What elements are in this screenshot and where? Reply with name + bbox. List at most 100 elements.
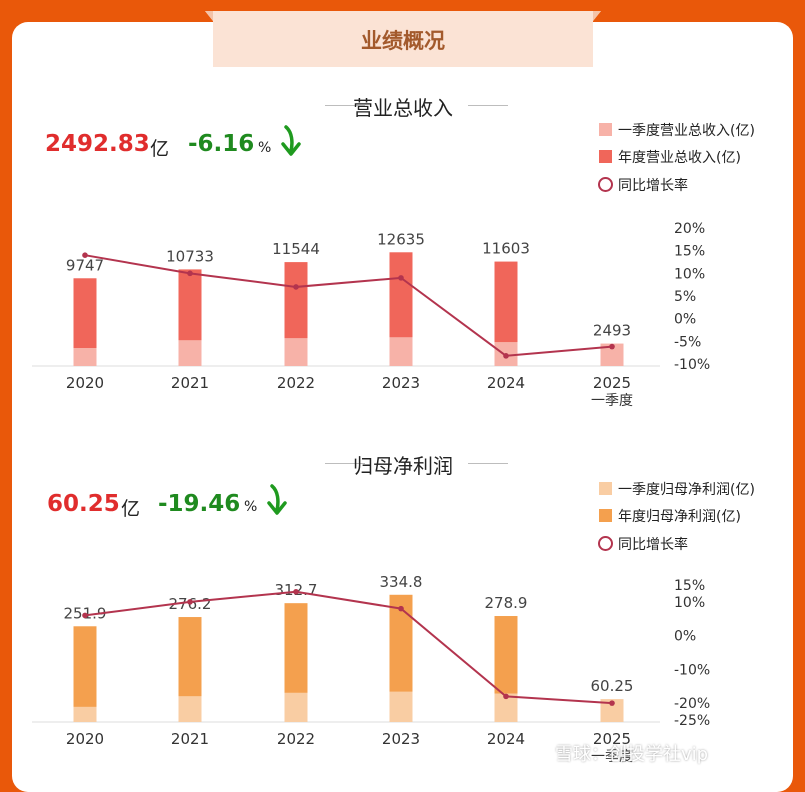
page-title: 业绩概况 (361, 29, 445, 53)
bar-q1 (600, 343, 624, 366)
x-tick-label: 2020 (66, 374, 104, 392)
bar-q1 (73, 706, 97, 722)
y2-tick-label: -25% (674, 713, 710, 729)
legend-swatch-annual (599, 150, 612, 163)
bar-value-label: 12635 (377, 230, 425, 248)
revenue-change-unit: % (258, 140, 272, 156)
legend-swatch-q1 (599, 482, 612, 495)
x-tick-label: 2022 (277, 730, 315, 748)
bar-value-label: 334.8 (380, 573, 423, 591)
revenue-change-value: -6.16 (188, 131, 255, 157)
y2-tick-label: -10% (674, 357, 710, 373)
legend-label-annual: 年度归母净利润(亿) (618, 509, 741, 525)
x-tick-label: 2025 (593, 374, 631, 392)
down-arrow-icon (281, 125, 301, 156)
bar-annual (284, 603, 308, 722)
growth-rate-point (398, 275, 404, 281)
y2-tick-label: 20% (674, 221, 705, 237)
growth-rate-line (84, 254, 613, 357)
y2-tick-label: 5% (674, 289, 696, 305)
legend-swatch-q1 (599, 123, 612, 136)
legend-label-annual: 年度营业总收入(亿) (618, 150, 741, 166)
x-tick-label: 2021 (171, 730, 209, 748)
revenue-section-title: 营业总收入 (353, 96, 453, 120)
growth-rate-point (503, 353, 509, 359)
bar-annual (494, 261, 518, 366)
bar-value-label: 9747 (66, 256, 104, 274)
y2-tick-label: 10% (674, 595, 705, 611)
bar-value-label: 60.25 (591, 677, 634, 695)
bar-value-label: 10733 (166, 247, 214, 265)
x-tick-label: 2024 (487, 374, 525, 392)
x-tick-label: 2024 (487, 730, 525, 748)
profit-change-unit: % (244, 499, 258, 515)
profit-headline-unit: 亿 (121, 498, 141, 520)
legend-label-growth: 同比增长率 (618, 178, 688, 194)
legend-marker-growth (598, 177, 613, 192)
x-tick-label: 2021 (171, 374, 209, 392)
bar-q1 (389, 691, 413, 722)
x-tick-label: 2025 (593, 730, 631, 748)
header-banner (205, 11, 601, 67)
y2-tick-label: -20% (674, 696, 710, 712)
growth-rate-line (84, 590, 613, 705)
bar-annual (73, 626, 97, 722)
title-divider-right (468, 463, 508, 464)
bar-value-label: 11544 (272, 240, 320, 258)
legend-label-q1: 一季度归母净利润(亿) (618, 482, 755, 498)
x-tick-label: 2023 (382, 374, 420, 392)
profit-section-title: 归母净利润 (353, 454, 453, 478)
title-divider-left (325, 105, 365, 106)
down-arrow-icon (267, 484, 287, 515)
revenue-headline-value: 2492.83 (45, 131, 150, 157)
growth-rate-point (293, 588, 299, 595)
y2-tick-label: 0% (674, 312, 696, 328)
bar-q1 (284, 338, 308, 366)
growth-rate-point (398, 605, 404, 612)
bar-value-label: 11603 (482, 240, 530, 258)
legend-label-growth: 同比增长率 (618, 537, 688, 553)
bar-q1 (178, 696, 202, 722)
bar-q1 (389, 337, 413, 366)
bar-value-label: 278.9 (485, 594, 528, 612)
title-divider-right (468, 105, 508, 106)
watermark: 雪球：创投学社vip (555, 744, 709, 765)
bar-q1 (600, 699, 624, 722)
y2-tick-label: 10% (674, 266, 705, 282)
bar-annual (178, 617, 202, 722)
growth-rate-point (609, 343, 615, 350)
x-tick-label: 2023 (382, 730, 420, 748)
growth-rate-point (503, 693, 509, 700)
x-tick-label: 2022 (277, 374, 315, 392)
growth-rate-point (609, 700, 615, 706)
growth-rate-point (187, 270, 193, 277)
legend-swatch-annual (599, 509, 612, 522)
y2-tick-label: -5% (674, 334, 701, 350)
legend-marker-growth (598, 536, 613, 551)
bar-q1 (494, 693, 518, 722)
bar-q1 (73, 348, 97, 366)
revenue-headline-unit: 亿 (150, 138, 170, 160)
y2-tick-label: 15% (674, 244, 705, 260)
title-divider-left (325, 463, 365, 464)
x-tick-label: 一季度 (591, 749, 633, 765)
growth-rate-point (82, 252, 88, 258)
bar-annual (73, 278, 97, 366)
y2-tick-label: -10% (674, 662, 710, 678)
bar-q1 (178, 340, 202, 366)
profit-change-value: -19.46 (158, 491, 241, 517)
bar-value-label: 2493 (593, 322, 631, 340)
growth-rate-point (293, 284, 299, 290)
growth-rate-point (82, 612, 88, 619)
y2-tick-label: 0% (674, 629, 696, 645)
growth-rate-point (187, 599, 193, 605)
profit-headline-value: 60.25 (47, 491, 120, 517)
bar-annual (389, 594, 413, 722)
bar-q1 (284, 692, 308, 722)
legend-label-q1: 一季度营业总收入(亿) (618, 123, 755, 139)
x-tick-label: 一季度 (591, 393, 633, 409)
x-tick-label: 2020 (66, 730, 104, 748)
y2-tick-label: 15% (674, 578, 705, 594)
